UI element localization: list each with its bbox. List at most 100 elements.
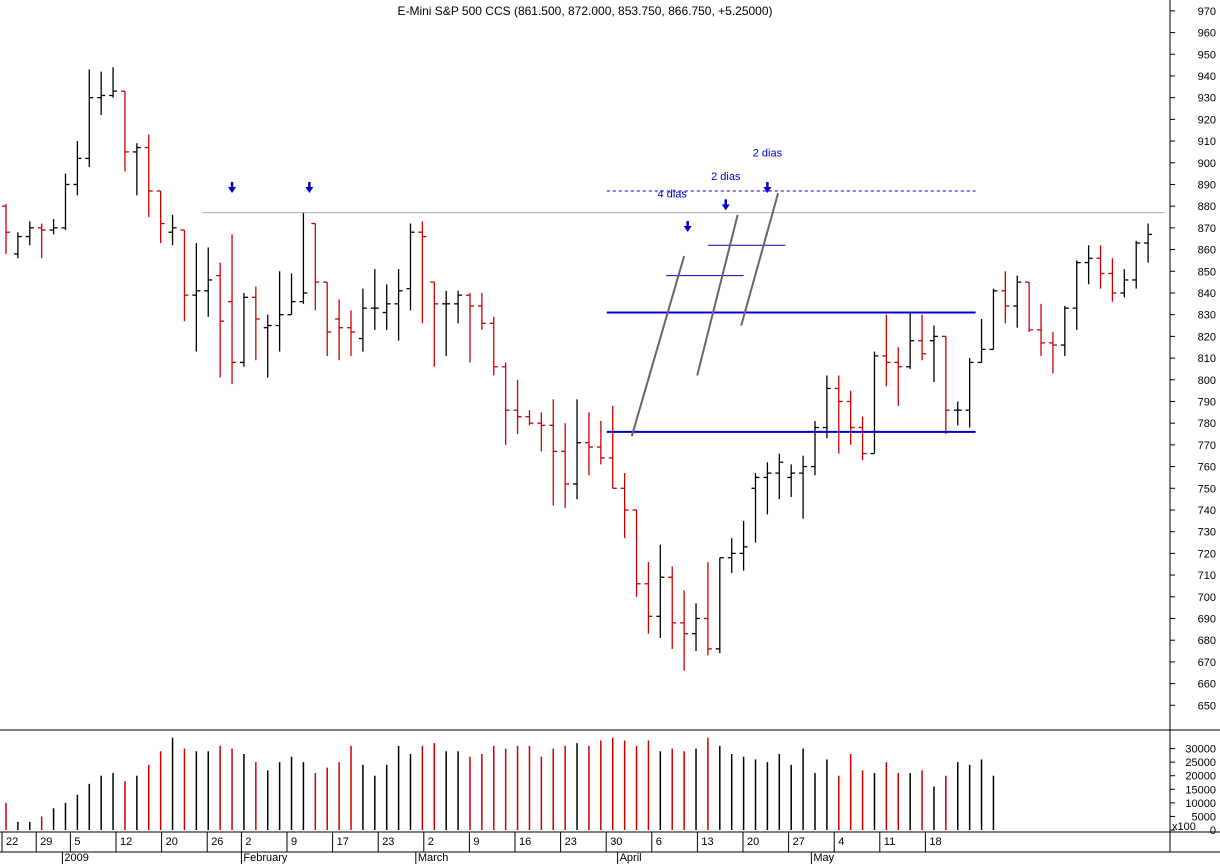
ohlc-bar: [965, 358, 974, 428]
ohlc-bar: [120, 90, 129, 172]
ohlc-bar: [692, 603, 701, 652]
price-tick-label: 810: [1198, 353, 1216, 365]
ohlc-bar: [668, 566, 677, 649]
ohlc-bar: [1132, 240, 1141, 289]
price-tick-label: 870: [1198, 223, 1216, 235]
ohlc-bar: [477, 292, 486, 330]
volume-tick-label: 25000: [1185, 757, 1216, 769]
ohlc-bar: [406, 223, 415, 311]
price-tick-label: 790: [1198, 396, 1216, 408]
down-arrow-icon: [721, 199, 730, 211]
price-tick-label: 840: [1198, 288, 1216, 300]
price-tick-label: 690: [1198, 613, 1216, 625]
price-tick-label: 950: [1198, 49, 1216, 61]
ohlc-bar: [596, 421, 605, 465]
ohlc-bar: [775, 453, 784, 500]
price-tick-label: 700: [1198, 592, 1216, 604]
month-tick-label: April: [620, 852, 642, 864]
ohlc-bar: [751, 473, 760, 543]
price-tick-label: 760: [1198, 462, 1216, 474]
ohlc-bar: [465, 292, 474, 363]
month-tick-label: May: [813, 852, 834, 864]
day-tick-label: 30: [610, 836, 622, 848]
ohlc-bar: [323, 281, 332, 356]
ohlc-bar: [561, 423, 570, 508]
ohlc-bar: [299, 212, 308, 304]
ohlc-bar: [632, 509, 641, 597]
ohlc-bar: [918, 314, 927, 361]
ohlc-bar: [287, 273, 296, 316]
day-tick-label: 20: [747, 836, 759, 848]
day-tick-label: 12: [120, 836, 132, 848]
trendline: [740, 192, 780, 326]
ohlc-bar: [1084, 245, 1093, 285]
day-tick-label: 9: [473, 836, 479, 848]
price-tick-label: 960: [1198, 28, 1216, 40]
ohlc-bar: [644, 562, 653, 634]
ohlc-bar: [489, 316, 498, 376]
day-tick-label: 23: [382, 836, 394, 848]
ohlc-bar: [846, 390, 855, 445]
ohlc-bar: [251, 286, 260, 361]
day-tick-label: 27: [793, 836, 805, 848]
ohlc-bar: [109, 67, 118, 98]
ohlc-bar: [1025, 281, 1034, 333]
ohlc-bar: [370, 269, 379, 330]
day-tick-label: 6: [656, 836, 662, 848]
day-tick-label: 23: [565, 836, 577, 848]
ohlc-bar: [525, 410, 534, 426]
ohlc-bar: [430, 281, 439, 367]
price-tick-label: 820: [1198, 331, 1216, 343]
day-tick-label: 16: [519, 836, 531, 848]
ohlc-bar: [132, 143, 141, 196]
price-tick-label: 970: [1198, 6, 1216, 18]
ohlc-bar: [263, 314, 272, 378]
ohlc-bar: [703, 562, 712, 656]
ohlc-bar: [144, 134, 153, 218]
ohlc-bar: [549, 399, 558, 506]
price-tick-label: 920: [1198, 114, 1216, 126]
volume-tick-label: 10000: [1185, 798, 1216, 810]
day-tick-label: 20: [166, 836, 178, 848]
ohlc-bar: [822, 375, 831, 439]
ohlc-bar: [1001, 271, 1010, 324]
ohlc-bar: [216, 262, 225, 378]
price-tick-label: 940: [1198, 71, 1216, 83]
price-tick-label: 910: [1198, 136, 1216, 148]
ohlc-bar: [608, 405, 617, 489]
trendline: [630, 255, 686, 437]
ohlc-bar: [1096, 245, 1105, 289]
ohlc-bar: [275, 271, 284, 352]
ohlc-bar: [929, 325, 938, 382]
day-tick-label: 2: [428, 836, 434, 848]
ohlc-bar: [442, 290, 451, 356]
down-arrow-head: [228, 186, 237, 193]
ohlc-bar: [882, 314, 891, 387]
ohlc-bar: [97, 71, 106, 116]
down-arrow-head: [305, 186, 314, 193]
down-arrow-icon: [683, 221, 692, 233]
price-tick-label: 850: [1198, 266, 1216, 278]
ohlc-bar: [799, 455, 808, 519]
price-bars: [2, 67, 1153, 671]
ohlc-bar: [894, 347, 903, 406]
volume-tick-label: 30000: [1185, 744, 1216, 756]
ohlc-bar: [1072, 260, 1081, 330]
ohlc-bar: [347, 310, 356, 356]
day-tick-label: 17: [337, 836, 349, 848]
ohlc-bar: [870, 351, 879, 455]
ohlc-bar: [228, 234, 237, 385]
volume-tick-label: 0: [1210, 825, 1216, 837]
ohlc-bar: [37, 223, 46, 259]
price-tick-label: 780: [1198, 418, 1216, 430]
day-tick-label: 18: [929, 836, 941, 848]
price-tick-label: 710: [1198, 570, 1216, 582]
ohlc-bar: [715, 557, 724, 654]
ohlc-bar: [25, 221, 34, 246]
volume-tick-label: 20000: [1185, 771, 1216, 783]
ohlc-bar: [1013, 275, 1022, 328]
ohlc-bar: [727, 538, 736, 573]
ohlc-bar: [73, 141, 82, 196]
ohlc-bar: [454, 290, 463, 324]
